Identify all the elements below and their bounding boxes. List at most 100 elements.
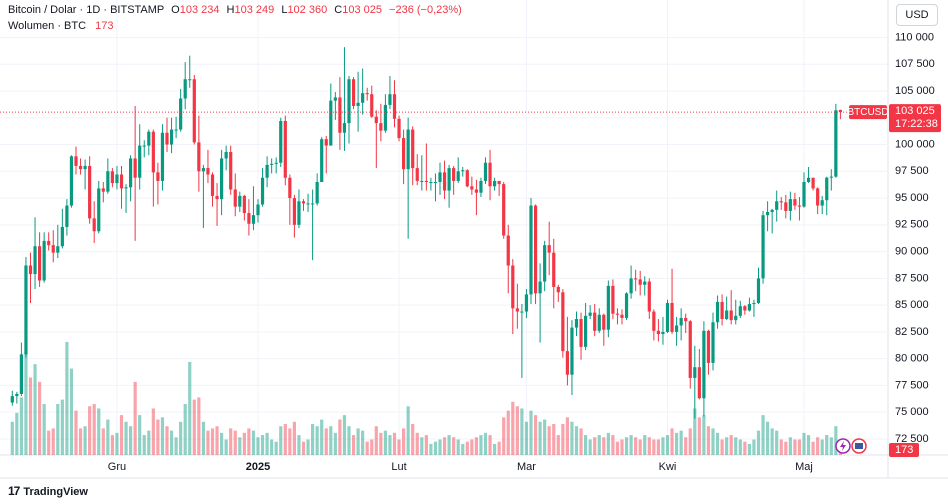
- volume-bar: [315, 426, 319, 455]
- x-tick-label: Mar: [517, 461, 536, 473]
- candle-body: [715, 301, 720, 323]
- candle-body: [306, 203, 310, 205]
- volume-bar: [156, 419, 160, 455]
- candle-body: [92, 218, 96, 232]
- candle-body: [574, 319, 579, 328]
- candle-body: [752, 302, 756, 305]
- candle-body: [647, 281, 651, 312]
- volume-bar: [78, 428, 83, 455]
- candle-body: [338, 97, 342, 133]
- candle-body: [615, 313, 620, 315]
- volume-bar: [206, 430, 210, 455]
- volume-bar: [738, 439, 742, 455]
- candle-body: [638, 279, 642, 285]
- volume-bar: [124, 421, 128, 455]
- volume-tag: 173: [895, 444, 913, 456]
- candle-body: [543, 245, 547, 282]
- candle-body: [19, 354, 23, 394]
- volume-bar: [292, 421, 296, 455]
- volume-bar: [520, 408, 524, 455]
- candle-body: [192, 79, 196, 143]
- volume-bar: [438, 439, 442, 455]
- candle-body: [33, 246, 37, 275]
- volume-bar: [547, 426, 551, 455]
- volume-bar: [251, 430, 256, 455]
- volume-bar: [538, 421, 542, 455]
- currency-button[interactable]: USD: [896, 4, 938, 26]
- last-price-bg: [889, 104, 941, 133]
- candle-body: [215, 195, 219, 200]
- volume-bar: [392, 432, 397, 455]
- candle-body: [179, 98, 183, 130]
- candle-body: [415, 168, 419, 181]
- volume-bar: [734, 437, 738, 455]
- candle-body: [533, 205, 538, 294]
- volume-bar: [593, 437, 597, 455]
- volume-bar: [60, 399, 64, 455]
- candle-body: [561, 292, 565, 352]
- candle-body: [251, 215, 256, 224]
- volume-bar: [497, 441, 501, 455]
- candle-body: [361, 93, 365, 103]
- x-tick-label: Gru: [108, 461, 126, 473]
- volume-bar: [529, 410, 533, 455]
- candle-body: [675, 325, 679, 332]
- volume-bar: [770, 428, 774, 455]
- volume-bar: [311, 423, 315, 455]
- x-tick-label: 2025: [246, 461, 270, 473]
- candle-body: [402, 138, 406, 170]
- candle-body: [570, 327, 574, 375]
- candle-body: [634, 278, 638, 280]
- candle-body: [151, 131, 155, 173]
- candle-body: [661, 331, 665, 335]
- y-tick-label: 82 500: [895, 326, 929, 338]
- candle-body: [60, 226, 64, 247]
- candle-body: [702, 330, 706, 399]
- volume-bar: [488, 435, 492, 455]
- volume-bar: [179, 421, 183, 455]
- volume-bar: [584, 435, 588, 455]
- volume-bar: [338, 419, 342, 455]
- volume-bar: [402, 428, 406, 455]
- volume-bar: [761, 415, 765, 455]
- candle-body: [315, 182, 319, 204]
- candle-body: [793, 199, 797, 206]
- volume-bar: [388, 435, 392, 455]
- volume-bar: [665, 435, 670, 455]
- candle-body: [556, 286, 560, 293]
- candle-body: [488, 162, 492, 187]
- volume-bar: [42, 404, 46, 455]
- volume-bar: [233, 430, 237, 455]
- brand-name: TradingView: [23, 486, 88, 498]
- volume-bar: [188, 361, 192, 455]
- candle-body: [165, 132, 169, 145]
- volume-bar: [725, 437, 729, 455]
- low-key: L: [281, 4, 288, 16]
- candle-body: [297, 201, 301, 225]
- y-tick-label: 80 000: [895, 353, 929, 365]
- volume-bar: [743, 441, 747, 455]
- volume-bar: [51, 428, 55, 455]
- volume-bar: [779, 439, 783, 455]
- candle-body: [529, 205, 533, 295]
- volume-bar: [201, 421, 205, 455]
- candle-body: [283, 120, 287, 178]
- candle-body: [456, 171, 460, 181]
- volume-bar: [297, 435, 301, 455]
- y-tick-label: 77 500: [895, 379, 929, 391]
- volume-bar: [702, 415, 706, 455]
- volume-bar: [775, 430, 779, 455]
- candle-body: [256, 204, 260, 216]
- candle-body: [643, 281, 647, 285]
- volume-bar: [579, 428, 583, 455]
- candle-body: [520, 311, 524, 313]
- candle-body: [775, 201, 779, 210]
- candle-body: [392, 94, 397, 119]
- volume-bar: [56, 404, 60, 455]
- candle-body: [233, 189, 237, 207]
- candle-body: [383, 104, 387, 131]
- candle-body: [356, 102, 360, 106]
- volume-bar: [615, 441, 620, 455]
- candle-body: [188, 79, 192, 81]
- volume-bar: [329, 426, 333, 455]
